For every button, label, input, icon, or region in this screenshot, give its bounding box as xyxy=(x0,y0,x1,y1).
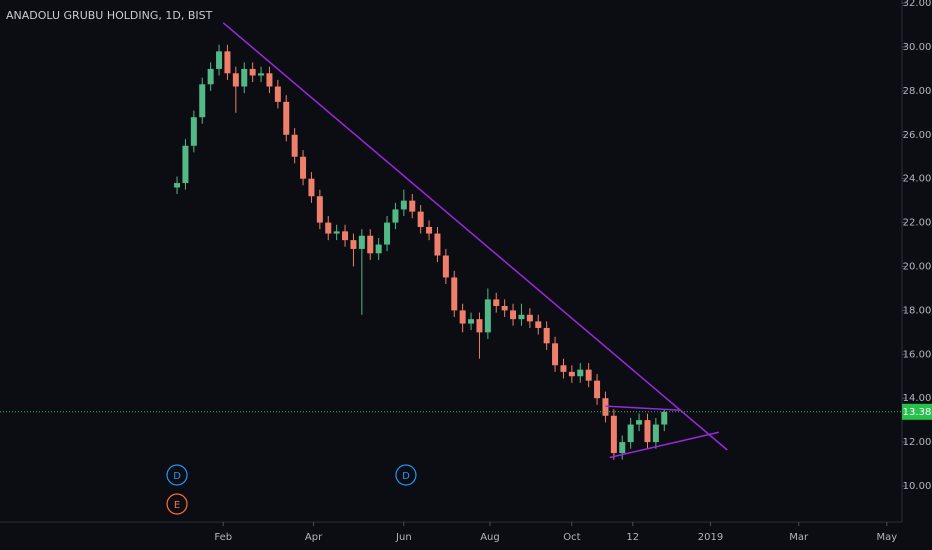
x-tick-label: Apr xyxy=(305,532,323,543)
candle-body xyxy=(560,365,567,372)
x-tick-label: Aug xyxy=(480,532,500,543)
candle-body xyxy=(216,51,223,69)
candle-body xyxy=(375,244,382,254)
candle-body xyxy=(283,101,290,135)
candle-body xyxy=(409,200,416,212)
x-tick-label: 12 xyxy=(626,532,639,543)
candle-body xyxy=(342,231,349,241)
event-marker xyxy=(166,493,188,515)
y-tick-label: 30.00 xyxy=(903,42,932,53)
candle-body xyxy=(426,226,433,234)
candle-body xyxy=(568,371,575,377)
candle-body xyxy=(493,299,500,306)
candle-body xyxy=(384,222,391,245)
candle-body xyxy=(535,321,542,328)
candle-body xyxy=(451,277,458,311)
candle-body xyxy=(552,343,559,366)
y-tick-label: 20.00 xyxy=(903,261,932,272)
y-tick-label: 16.00 xyxy=(903,349,932,360)
candle-body xyxy=(468,319,475,324)
trend-line xyxy=(222,22,728,451)
candle-body xyxy=(434,233,441,256)
x-tick-label: Jun xyxy=(395,532,412,543)
candle-body xyxy=(174,183,181,188)
candle-body xyxy=(350,240,357,249)
y-tick-label: 14.00 xyxy=(903,393,932,404)
candle-body xyxy=(585,369,592,381)
y-tick-label: 18.00 xyxy=(903,305,932,316)
candle-body xyxy=(266,73,273,87)
candle-body xyxy=(610,415,617,454)
candle-body xyxy=(510,310,517,320)
candle-body xyxy=(232,73,239,87)
candle-body xyxy=(300,156,307,179)
x-tick-label: Mar xyxy=(789,532,809,543)
candle-body xyxy=(652,424,659,443)
event-label: D xyxy=(173,471,181,482)
trend-line xyxy=(605,405,682,412)
candle-body xyxy=(627,424,634,443)
candle-body xyxy=(258,73,265,76)
candle-body xyxy=(484,299,491,333)
y-tick-label: 10.00 xyxy=(903,481,932,492)
candle-body xyxy=(636,420,643,425)
candle-body xyxy=(325,222,332,234)
candle-body xyxy=(392,209,399,223)
y-tick-label: 26.00 xyxy=(903,130,932,141)
candle-body xyxy=(459,310,466,324)
candle-body xyxy=(367,235,374,254)
y-tick-label: 32.00 xyxy=(903,0,932,9)
candle-body xyxy=(308,178,315,197)
candle-body xyxy=(241,68,248,87)
last-price-box xyxy=(902,403,932,420)
candle-body xyxy=(518,314,525,320)
candle-body xyxy=(501,306,508,311)
symbol-title: ANADOLU GRUBU HOLDING, 1D, BIST xyxy=(6,9,213,22)
y-tick-label: 24.00 xyxy=(903,174,932,185)
x-tick-label: 2019 xyxy=(698,532,723,543)
candle-body xyxy=(190,117,197,146)
x-tick-label: Oct xyxy=(563,532,580,543)
candle-body xyxy=(594,380,601,399)
candle-body xyxy=(274,86,281,102)
event-label: E xyxy=(174,500,180,511)
y-tick-label: 12.00 xyxy=(903,437,932,448)
event-marker xyxy=(395,464,417,486)
candle-body xyxy=(619,442,626,454)
candle-body xyxy=(291,134,298,157)
trend-line xyxy=(609,431,720,459)
x-tick-label: Feb xyxy=(214,532,232,543)
y-tick-label: 28.00 xyxy=(903,86,932,97)
candle-body xyxy=(333,231,340,234)
last-price-label: 13.38 xyxy=(903,407,932,418)
candle-body xyxy=(316,196,323,223)
candle-body xyxy=(199,84,206,118)
candle-body xyxy=(661,411,668,425)
event-label: D xyxy=(402,471,410,482)
candle-body xyxy=(526,314,533,322)
candle-body xyxy=(476,319,483,333)
candle-body xyxy=(207,68,214,85)
candle-body xyxy=(400,200,407,210)
candle-body xyxy=(224,51,231,74)
candle-body xyxy=(442,255,449,278)
candle-body xyxy=(182,145,189,184)
candle-body xyxy=(358,235,365,249)
y-tick-label: 22.00 xyxy=(903,218,932,229)
candle-body xyxy=(249,68,256,76)
x-tick-label: May xyxy=(877,532,898,543)
candle-body xyxy=(543,327,550,344)
event-marker xyxy=(166,464,188,486)
candle-body xyxy=(602,398,609,416)
candle-body xyxy=(577,369,584,377)
candle-body xyxy=(417,211,424,227)
candle-body xyxy=(644,420,651,443)
